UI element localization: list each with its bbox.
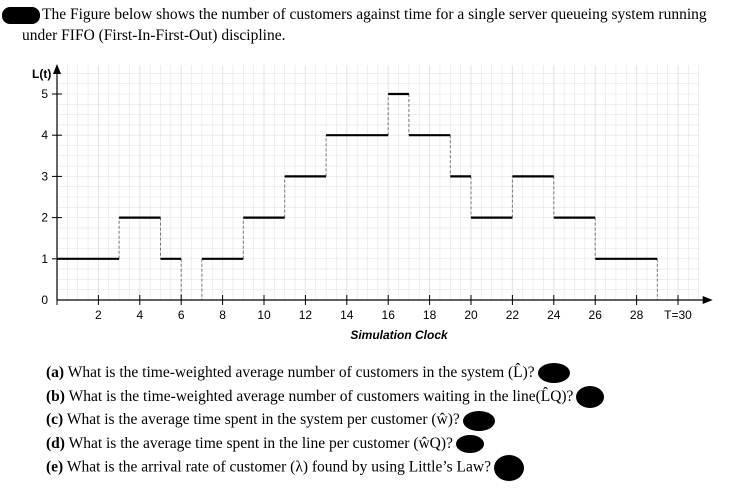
redaction-mark bbox=[493, 455, 524, 482]
y-tick-label: 5 bbox=[41, 87, 48, 101]
axes bbox=[52, 64, 713, 305]
redaction-mark bbox=[462, 410, 495, 431]
redaction-mark bbox=[455, 435, 484, 454]
question-d: (d) What is the average time spent in th… bbox=[46, 432, 746, 456]
x-tick-label: 12 bbox=[299, 308, 313, 322]
step-connectors bbox=[118, 94, 658, 300]
x-tick-label: 6 bbox=[178, 308, 185, 322]
x-tick-label: 18 bbox=[423, 308, 437, 322]
y-tick-label: 3 bbox=[41, 169, 48, 183]
x-tick-label: T=30 bbox=[664, 308, 692, 322]
question-a: (a) What is the time-weighted average nu… bbox=[46, 361, 746, 385]
question-b: (b) What is the time-weighted average nu… bbox=[46, 385, 746, 409]
redaction-mark bbox=[576, 386, 605, 409]
grid bbox=[56, 65, 700, 301]
x-tick-label: 14 bbox=[340, 308, 354, 322]
question-tag: (c) bbox=[46, 411, 64, 429]
x-tick-label: 20 bbox=[464, 308, 478, 322]
x-tick-label: 16 bbox=[382, 308, 396, 322]
question-tag: (a) bbox=[46, 364, 65, 381]
intro-text: The Figure below shows the number of cus… bbox=[22, 6, 707, 44]
y-tick-label: 0 bbox=[41, 293, 48, 307]
x-tick-label: 4 bbox=[136, 308, 143, 322]
question-text: What is the average time spent in the sy… bbox=[66, 411, 460, 429]
y-tick-label: 2 bbox=[41, 211, 48, 225]
y-tick-label: 1 bbox=[41, 252, 48, 266]
y-tick-label: 4 bbox=[41, 128, 48, 142]
question-text: What is the arrival rate of customer (λ)… bbox=[66, 458, 491, 476]
question-text: What is the average time spent in the li… bbox=[68, 434, 453, 452]
problem-statement: The Figure below shows the number of cus… bbox=[2, 4, 737, 46]
step-series bbox=[57, 92, 658, 260]
question-text: What is the time-weighted average number… bbox=[67, 364, 535, 381]
y-axis-arrow bbox=[53, 64, 61, 74]
x-tick-label: 24 bbox=[547, 308, 561, 322]
y-axis-label: L(t) bbox=[32, 67, 51, 81]
x-tick-label: 8 bbox=[219, 308, 226, 322]
redaction-mark bbox=[2, 6, 40, 24]
x-tick-label: 10 bbox=[257, 308, 271, 322]
question-text: What is the time-weighted average number… bbox=[68, 387, 574, 405]
x-axis-label: Simulation Clock bbox=[350, 328, 449, 342]
question-c: (c) What is the average time spent in th… bbox=[46, 408, 746, 432]
question-tag: (b) bbox=[46, 387, 65, 405]
question-tag: (d) bbox=[46, 434, 65, 452]
question-e: (e) What is the arrival rate of customer… bbox=[46, 455, 746, 482]
x-axis-arrow bbox=[702, 296, 713, 304]
question-list: (a) What is the time-weighted average nu… bbox=[46, 361, 746, 482]
question-tag: (e) bbox=[46, 458, 64, 476]
x-tick-label: 2 bbox=[95, 308, 102, 322]
redaction-mark bbox=[537, 363, 570, 384]
x-tick-label: 28 bbox=[630, 308, 644, 322]
x-tick-label: 22 bbox=[506, 308, 520, 322]
x-tick-label: 26 bbox=[589, 308, 603, 322]
